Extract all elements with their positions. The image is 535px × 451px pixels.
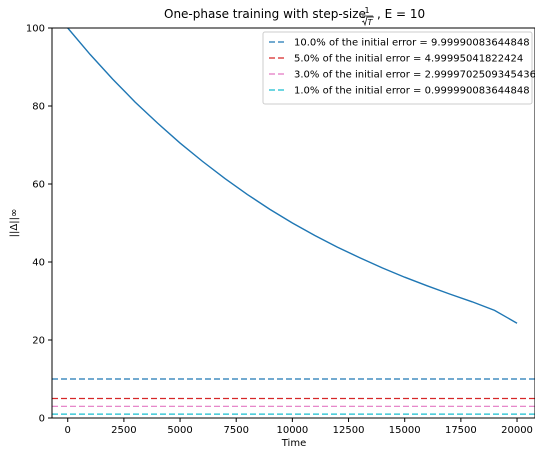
x-tick-label-2: 5000 (167, 425, 192, 436)
x-tick-label-1: 2500 (111, 425, 136, 436)
title-frac-denominator: T (368, 18, 374, 27)
x-tick-label-6: 15000 (389, 425, 421, 436)
plot-frame (51, 27, 535, 419)
x-tick-label-5: 12500 (333, 425, 365, 436)
x-tick-label-3: 7500 (223, 425, 248, 436)
threshold-lines (52, 378, 535, 415)
title-sqrt-sign (361, 16, 374, 27)
x-tick-label-7: 17500 (445, 425, 477, 436)
legend-label-1: 5.0% of the initial error = 4.9999504182… (294, 54, 523, 65)
legend-label-2: 3.0% of the initial error = 2.9999702509… (294, 70, 535, 81)
legend-label-0: 10.0% of the initial error = 9.999900836… (294, 38, 530, 49)
series-line-0 (67, 27, 518, 324)
y-axis: 0 20 40 60 80 100 (26, 24, 52, 425)
x-tick-label-4: 10000 (276, 425, 308, 436)
x-tick-label-8: 20000 (501, 425, 533, 436)
series-group (67, 27, 518, 324)
y-tick-label-5: 100 (26, 24, 45, 35)
y-tick-label-2: 40 (32, 258, 45, 269)
x-tick-label-0: 0 (65, 425, 71, 436)
y-tick-label-4: 80 (32, 102, 45, 113)
title-frac-numerator: 1 (364, 6, 369, 15)
title-prefix: One-phase training with step-size (164, 7, 366, 21)
legend: 10.0% of the initial error = 9.999900836… (262, 31, 535, 105)
y-tick-label-1: 20 (32, 336, 45, 347)
y-tick-label-0: 0 (39, 414, 45, 425)
title-suffix: , E = 10 (377, 7, 425, 21)
x-axis: 0 2500 5000 7500 10000 12500 15000 17500 20000 (65, 418, 533, 436)
legend-box (262, 31, 533, 105)
legend-label-3: 1.0% of the initial error = 0.9999900836… (294, 86, 530, 97)
chart-title: One-phase training with step-size 1 T , … (164, 6, 425, 27)
y-tick-label-3: 60 (32, 180, 45, 191)
x-axis-label: Time (281, 438, 306, 449)
y-axis-label: ||Δ||∞ (9, 209, 20, 238)
